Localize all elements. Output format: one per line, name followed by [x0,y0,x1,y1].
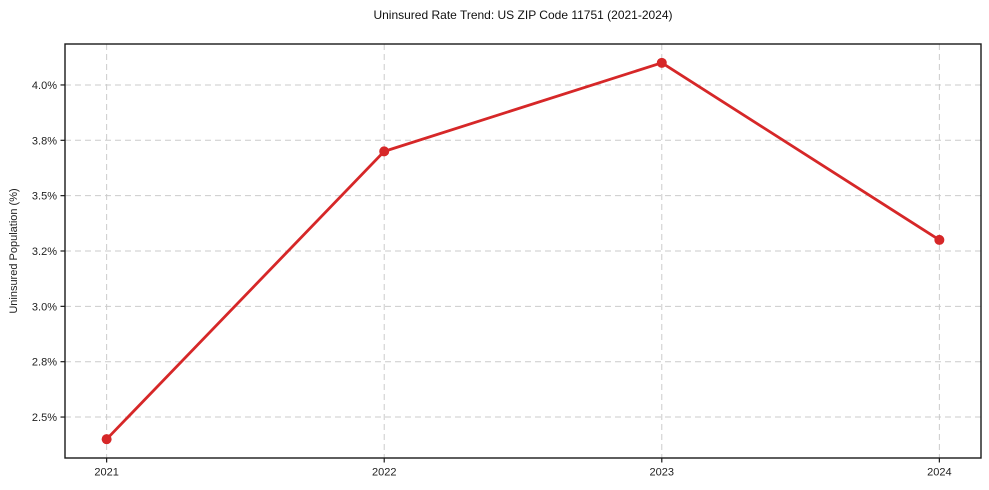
data-point-2021 [101,434,112,445]
data-point-2024 [934,234,945,245]
data-series [101,57,945,445]
axis-ticks [60,84,940,463]
y-tick-label: 4.0% [32,80,57,92]
y-tick-label: 3.2% [32,246,57,258]
y-tick-label: 2.8% [32,357,57,369]
gridlines [65,44,981,458]
y-tick-label: 2.5% [32,412,57,424]
y-tick-label: 3.8% [32,135,57,147]
data-point-2023 [656,57,667,68]
x-tick-label: 2023 [650,467,674,479]
x-tick-label: 2022 [372,467,396,479]
x-tick-label: 2021 [94,467,118,479]
data-point-2022 [379,146,390,157]
y-tick-label: 3.0% [32,301,57,313]
y-tick-label: 3.5% [32,191,57,203]
x-tick-label: 2024 [927,467,951,479]
trend-line-uninsured-rate [105,61,941,441]
chart-title: Uninsured Rate Trend: US ZIP Code 11751 … [373,8,673,22]
axis-tick-labels: 2.5% 2.8% 3.0% 3.2% 3.5% 3.8% 4.0% 2021 2022 2023… [32,80,952,479]
